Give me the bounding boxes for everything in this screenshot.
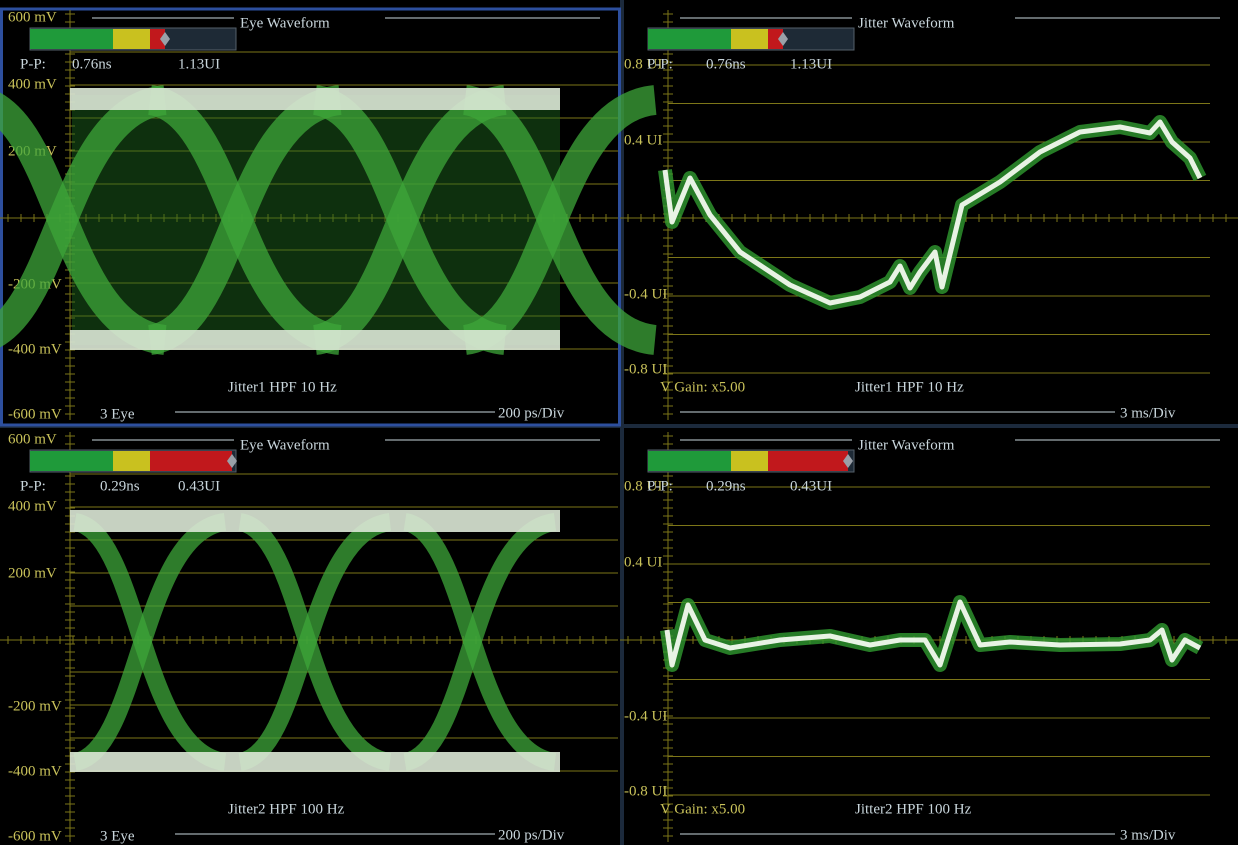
eye-top-rail: [70, 510, 560, 532]
footer-right: 3 ms/Div: [1120, 827, 1176, 843]
panel: 600 mV 400 mV 200 mV -200 mV -400 mV -600 mV E…: [0, 431, 618, 844]
meter-pointer: [160, 32, 170, 46]
footer-right: 3 ms/Div: [1120, 405, 1176, 421]
meter-red: [150, 451, 232, 471]
eye-bottom-rail: [70, 752, 560, 772]
scale-label: -600 mV: [8, 406, 62, 422]
meter-green: [30, 451, 113, 471]
selected-frame: [0, 7, 621, 427]
scale-label: 0.8 UI: [624, 478, 662, 494]
caption: Jitter2 HPF 100 Hz: [855, 801, 972, 817]
scale-label: -0.8 UI: [624, 783, 667, 799]
meter-green: [648, 29, 731, 49]
caption: Jitter2 HPF 100 Hz: [228, 801, 345, 817]
gain: V Gain: x5.00: [660, 379, 745, 395]
footer-left: 3 Eye: [100, 828, 135, 844]
meter-red: [768, 451, 848, 471]
readout-ui: 0.43UI: [178, 478, 220, 494]
readout-time: 0.29ns: [706, 478, 746, 494]
scale-label: 0.4 UI: [624, 554, 662, 570]
eye-crossing: [0, 85, 168, 348]
footer-left: 3 Eye: [100, 406, 135, 422]
meter-red: [150, 29, 165, 49]
scale-label: -0.4 UI: [624, 286, 667, 302]
eye-crossing: [402, 513, 557, 771]
meter-yellow: [731, 451, 768, 471]
panel: 0.8 UI 0.4 UI -0.4 UI -0.8 UI Jitter Wavefor…: [620, 432, 1238, 843]
panel-title: Jitter Waveform: [858, 437, 955, 453]
readout-label: P-P:: [647, 56, 673, 72]
scale-label: -400 mV: [8, 341, 62, 357]
meter-yellow: [113, 29, 150, 49]
meter-pointer: [227, 454, 237, 468]
scale-label: -0.8 UI: [624, 361, 667, 377]
readout-time: 0.76ns: [706, 56, 746, 72]
readout-label: P-P:: [647, 478, 673, 494]
scale-label: 200 mV: [8, 565, 57, 581]
eye-crossing: [146, 85, 343, 355]
meter-pointer: [843, 454, 853, 468]
scale-label: 400 mV: [8, 498, 57, 514]
readout-time: 0.29ns: [100, 478, 140, 494]
panel-title: Eye Waveform: [240, 15, 330, 31]
eye-crossing: [461, 85, 658, 355]
jitter-trace-core: [664, 599, 1202, 668]
scale-label: 400 mV: [8, 76, 57, 92]
meter-pointer: [778, 32, 788, 46]
footer-right: 200 ps/Div: [498, 405, 565, 421]
eye-crossing: [72, 513, 227, 771]
readout-ui: 1.13UI: [790, 56, 832, 72]
scale-label: 600 mV: [8, 9, 57, 25]
eye-bottom-rail: [70, 330, 560, 350]
eye-top-rail: [70, 88, 560, 110]
caption: Jitter1 HPF 10 Hz: [855, 379, 964, 395]
eye-noise: [72, 95, 560, 345]
readout-label: P-P:: [20, 478, 46, 494]
scale-label: 600 mV: [8, 431, 57, 447]
readout-ui: 1.13UI: [178, 56, 220, 72]
meter-yellow: [113, 451, 150, 471]
jitter-trace-core: [662, 119, 1203, 306]
readout-time: 0.76ns: [72, 56, 112, 72]
gain: V Gain: x5.00: [660, 801, 745, 817]
footer-right: 200 ps/Div: [498, 827, 565, 843]
readout-ui: 0.43UI: [790, 478, 832, 494]
scale-label: 0.8 UI: [624, 56, 662, 72]
scale-label: -400 mV: [8, 763, 62, 779]
scale-label: -200 mV: [8, 698, 62, 714]
meter-yellow: [731, 29, 768, 49]
caption: Jitter1 HPF 10 Hz: [228, 379, 337, 395]
readout-label: P-P:: [20, 56, 46, 72]
scale-label: -0.4 UI: [624, 708, 667, 724]
scale-label: 0.4 UI: [624, 132, 662, 148]
panel-title: Eye Waveform: [240, 437, 330, 453]
eye-crossing: [237, 513, 392, 771]
panel-title: Jitter Waveform: [858, 15, 955, 31]
meter-green: [30, 29, 113, 49]
meter-red: [768, 29, 783, 49]
scale-label: -600 mV: [8, 828, 62, 844]
meter-green: [648, 451, 731, 471]
